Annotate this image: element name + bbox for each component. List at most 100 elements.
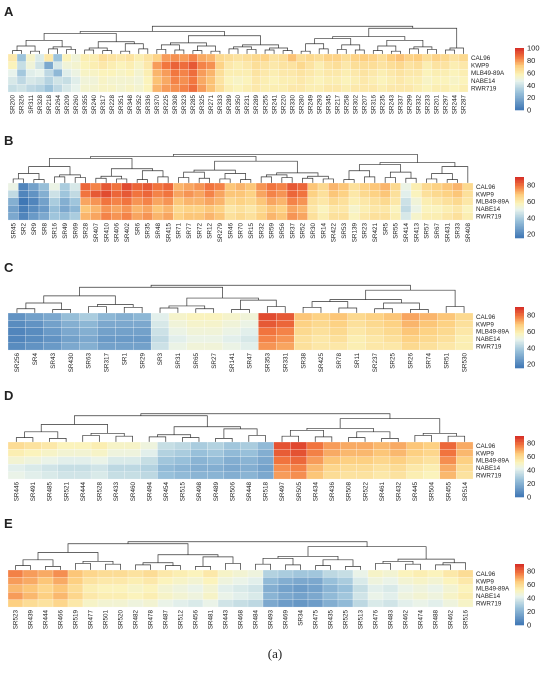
heatmap-cell: [323, 53, 333, 62]
heatmap-cell: [197, 84, 207, 93]
heatmap-cell: [152, 69, 162, 77]
colorbar-segment: [515, 608, 524, 611]
heatmap-cell: [332, 84, 342, 93]
colorbar-segment: [515, 342, 524, 344]
dendrogram-branch: [215, 438, 233, 442]
dendrogram-branch: [17, 173, 40, 180]
heatmap-cell: [133, 327, 152, 336]
colorbar-segment: [515, 311, 524, 314]
heatmap-cell: [454, 320, 474, 328]
column-label: SR65: [193, 353, 200, 369]
heatmap-cell: [217, 599, 234, 608]
heatmap-cell: [341, 53, 351, 62]
heatmap-cell: [223, 456, 241, 465]
heatmap-cell: [187, 592, 204, 600]
colorbar-segment: [515, 228, 524, 231]
colorbar-segment: [515, 236, 524, 239]
heatmap-cell: [305, 69, 315, 77]
heatmap-cell: [89, 53, 99, 62]
heatmap-cell: [170, 76, 180, 85]
colorbar-segment: [515, 51, 524, 53]
heatmap-cell: [157, 456, 175, 465]
heatmap-cell: [305, 53, 315, 62]
colorbar-segment: [515, 91, 524, 94]
colorbar-segment: [515, 355, 524, 358]
heatmap-cell: [206, 69, 216, 77]
column-label: SR27: [211, 353, 218, 369]
heatmap-cell: [377, 84, 387, 93]
heatmap-cell: [49, 182, 60, 191]
heatmap-cell: [52, 592, 69, 600]
heatmap-cell: [41, 471, 58, 480]
heatmap-cell: [142, 584, 159, 593]
heatmap-cell: [107, 456, 125, 465]
heatmap-cell: [427, 592, 444, 600]
dendrogram-branch: [354, 49, 365, 54]
heatmap-cell: [71, 53, 81, 62]
heatmap-cell: [439, 471, 457, 480]
dendrogram-branch: [368, 27, 458, 49]
heatmap-cell: [458, 69, 469, 77]
heatmap-cell: [28, 212, 40, 221]
column-label: SR37: [289, 223, 296, 239]
colorbar-segment: [515, 328, 524, 331]
column-label: SR38: [300, 353, 307, 369]
colorbar-segment: [515, 48, 524, 50]
heatmap-cell: [350, 76, 360, 85]
colorbar-segment: [515, 565, 524, 568]
colorbar-segment: [515, 349, 524, 352]
heatmap-cell: [359, 197, 370, 206]
heatmap-cell: [412, 569, 429, 578]
dendrogram-branch: [82, 435, 100, 442]
heatmap-cell: [18, 190, 29, 198]
heatmap-cell: [359, 190, 370, 198]
colorbar-segment: [515, 617, 524, 620]
dendrogram-branch: [384, 177, 396, 183]
heatmap-cell: [140, 471, 158, 480]
heatmap-cell: [410, 197, 422, 206]
heatmap-cell: [7, 197, 19, 206]
heatmap-cell: [222, 327, 241, 336]
heatmap-cell: [356, 456, 374, 465]
heatmap-cell: [142, 205, 153, 213]
colorbar-segment: [515, 322, 524, 325]
dendrogram-branch: [90, 156, 257, 162]
column-label: SR482: [133, 610, 140, 630]
column-label: SR484: [253, 610, 260, 630]
heatmap-cell: [173, 205, 184, 213]
row-label: NABE14: [476, 465, 501, 472]
column-label: SR241: [271, 95, 278, 115]
column-label: SR431: [444, 223, 451, 243]
heatmap-cell: [186, 312, 205, 321]
heatmap-cell: [373, 464, 391, 472]
heatmap-cell: [273, 441, 291, 450]
heatmap-cell: [131, 197, 143, 206]
colorbar-segment: [515, 582, 524, 585]
heatmap-cell: [127, 569, 144, 578]
heatmap-cell: [82, 569, 99, 578]
heatmap-cell: [462, 205, 474, 213]
colorbar-segment: [515, 189, 524, 192]
colorbar-tick-label: 80: [527, 311, 535, 320]
heatmap-cell: [38, 190, 50, 198]
column-label: SR74: [425, 353, 432, 369]
dendrogram-branch: [281, 177, 293, 183]
heatmap-cell: [127, 577, 144, 585]
column-label: SR461: [379, 482, 386, 502]
heatmap-cell: [143, 53, 153, 62]
heatmap-cell: [338, 205, 350, 213]
heatmap-cell: [217, 592, 234, 600]
heatmap-cell: [440, 61, 451, 70]
row-label: RWR719: [476, 601, 502, 608]
dendrogram-branch: [174, 49, 185, 54]
column-label: SR52: [300, 223, 307, 239]
dendrogram-branch: [102, 50, 113, 54]
heatmap-cell: [269, 69, 279, 77]
heatmap-cell: [173, 197, 184, 206]
column-label: SR332: [416, 95, 423, 115]
colorbar-tick-label: 80: [527, 56, 535, 65]
colorbar-segment: [515, 71, 524, 74]
dendrogram-branch: [374, 308, 393, 313]
row-label: CAL96: [476, 443, 496, 450]
heatmap-cell: [90, 441, 108, 450]
